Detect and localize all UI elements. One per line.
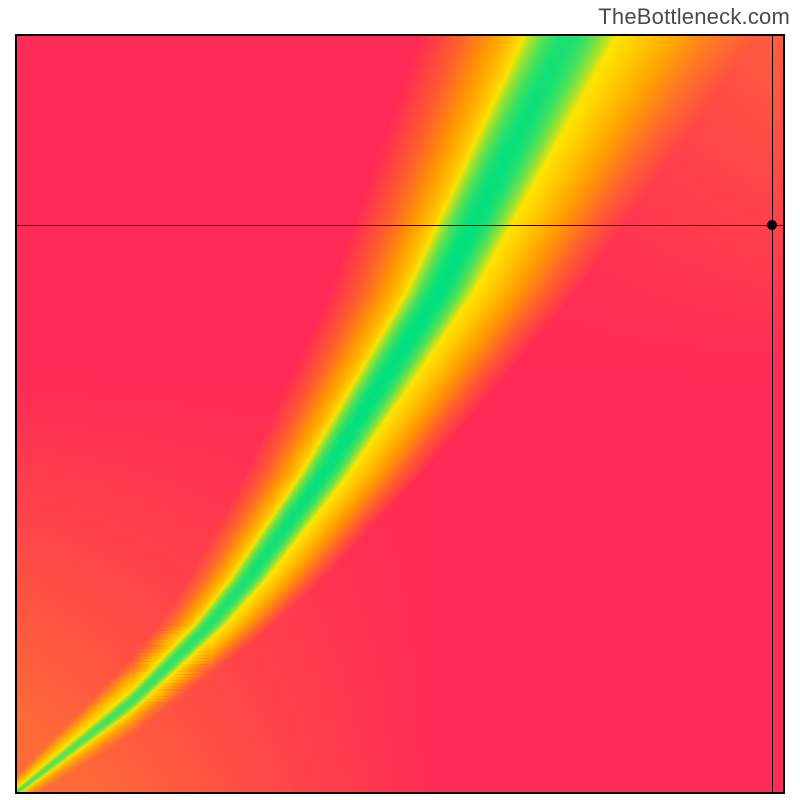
- chart-container: TheBottleneck.com: [0, 0, 800, 800]
- watermark-text: TheBottleneck.com: [598, 4, 790, 30]
- crosshair-horizontal: [17, 225, 783, 226]
- crosshair-marker: [767, 220, 777, 230]
- crosshair-vertical: [772, 36, 773, 792]
- plot-frame: [15, 34, 785, 794]
